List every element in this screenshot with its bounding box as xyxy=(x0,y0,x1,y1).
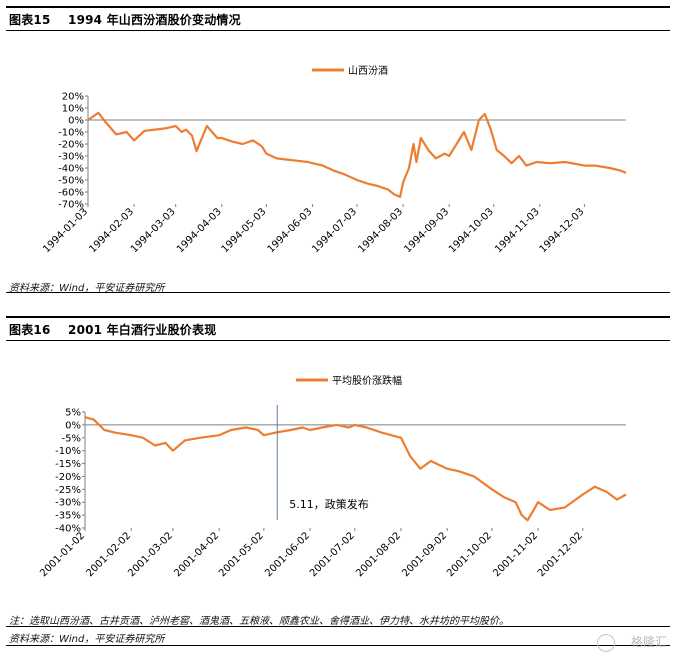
legend-label: 山西汾酒 xyxy=(348,65,388,77)
x-tick-label: 2001-01-02 xyxy=(38,530,87,579)
y-tick-label: -40% xyxy=(55,524,81,535)
y-tick-label: 0% xyxy=(68,116,84,127)
x-tick-label: 1994-04-03 xyxy=(175,206,224,255)
figure16-note: 注：选取山西汾酒、古井贡酒、泸州老窖、酒鬼酒、五粮液、顺鑫农业、舍得酒业、伊力特… xyxy=(9,616,509,627)
y-tick-label: -25% xyxy=(55,485,81,496)
y-tick-label: -5% xyxy=(62,433,81,444)
y-tick-label: 10% xyxy=(62,104,84,115)
x-tick-label: 2001-04-02 xyxy=(172,530,221,579)
y-tick-label: -20% xyxy=(55,472,81,483)
figure16-note-rule xyxy=(6,626,670,627)
legend: 平均股价涨跌幅 xyxy=(296,374,402,387)
x-tick-label: 2001-12-02 xyxy=(536,530,585,579)
legend-label: 平均股价涨跌幅 xyxy=(332,374,402,387)
x-tick-label: 1994-12-03 xyxy=(538,206,587,255)
y-tick-label: -50% xyxy=(58,176,84,187)
x-tick-label: 1994-09-03 xyxy=(402,206,451,255)
y-tick-label: -60% xyxy=(58,188,84,199)
x-tick-label: 1994-10-03 xyxy=(447,206,496,255)
figure16-title-text: 2001 年白酒行业股价表现 xyxy=(68,323,217,337)
x-tick-label: 2001-10-02 xyxy=(445,530,494,579)
figure16-title-bar: 图表16 2001 年白酒行业股价表现 xyxy=(6,316,670,341)
x-tick-label: 2001-05-02 xyxy=(217,530,266,579)
y-tick-label: 5% xyxy=(65,408,81,419)
y-tick-label: -70% xyxy=(58,200,84,211)
y-axis: 20%10%0%-10%-20%-30%-40%-50%-60%-70% xyxy=(58,92,89,211)
x-tick-label: 2001-06-02 xyxy=(263,530,312,579)
y-tick-label: -20% xyxy=(58,140,84,151)
figure16-source: 资料来源：Wind，平安证券研究所 xyxy=(9,634,165,645)
watermark: 格隆汇 xyxy=(630,635,667,649)
figure15-bottom-rule xyxy=(6,292,670,293)
y-tick-label: -30% xyxy=(58,152,84,163)
figure15-label: 图表15 xyxy=(9,13,51,27)
x-tick-label: 1994-08-03 xyxy=(356,206,405,255)
y-axis: 5%0% -5% -10% -15% -20% -25% -30% -35% -40% xyxy=(55,408,86,535)
figure15-title-text: 1994 年山西汾酒股价变动情况 xyxy=(68,13,241,27)
x-tick-label: 2001-09-02 xyxy=(400,530,449,579)
figure15-title: 图表15 1994 年山西汾酒股价变动情况 xyxy=(9,11,241,28)
legend: 山西汾酒 xyxy=(312,65,388,77)
x-tick-label: 1994-03-03 xyxy=(129,206,178,255)
figure15-title-bar: 图表15 1994 年山西汾酒股价变动情况 xyxy=(6,6,670,31)
x-axis: 1994-01-031994-02-031994-03-031994-04-03… xyxy=(41,119,626,255)
y-tick-label: -40% xyxy=(58,164,84,175)
x-tick-label: 2001-03-02 xyxy=(126,530,175,579)
y-tick-label: -10% xyxy=(55,446,81,457)
figure16-bottom-rule xyxy=(6,645,670,646)
series-line xyxy=(84,416,627,522)
x-tick-label: 1994-07-03 xyxy=(310,206,359,255)
y-tick-label: -15% xyxy=(55,459,81,470)
y-tick-label: -10% xyxy=(58,128,84,139)
chart-2001-baijiu: 平均股价涨跌幅 5%0% -5% -10% -15% -20% -25% -30% -35% -4… xyxy=(38,374,627,579)
y-tick-label: -35% xyxy=(55,511,81,522)
series-line xyxy=(87,111,627,198)
x-tick-label: 1994-11-03 xyxy=(493,206,542,255)
chart-1994-fenjiu: 山西汾酒 20%10%0%-10%-20%-30%-40%-50%-60%-70%… xyxy=(41,65,627,255)
x-tick-label: 2001-07-02 xyxy=(308,530,357,579)
figure16-label: 图表16 xyxy=(9,323,51,337)
y-tick-label: 0% xyxy=(65,420,81,431)
x-tick-label: 2001-08-02 xyxy=(354,530,403,579)
watermark-logo-icon xyxy=(597,634,615,652)
x-tick-label: 2001-11-02 xyxy=(491,530,540,579)
figure16-title: 图表16 2001 年白酒行业股价表现 xyxy=(9,321,216,338)
y-tick-label: 20% xyxy=(62,92,84,103)
policy-annotation: 5.11，政策发布 xyxy=(289,497,369,511)
figure15-source: 资料来源：Wind，平安证券研究所 xyxy=(9,283,165,294)
x-tick-label: 1994-01-03 xyxy=(41,206,90,255)
x-tick-label: 1994-06-03 xyxy=(266,206,315,255)
x-tick-label: 1994-05-03 xyxy=(220,206,269,255)
y-tick-label: -30% xyxy=(55,498,81,509)
